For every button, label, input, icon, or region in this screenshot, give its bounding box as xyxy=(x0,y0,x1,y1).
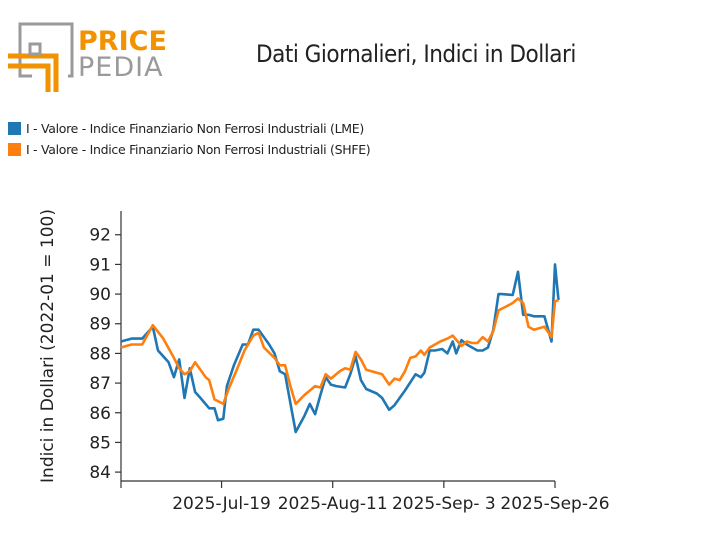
x-tick-label: 2025-Jul-19 xyxy=(172,494,271,514)
x-tick-label: 2025-Aug-11 xyxy=(278,494,388,514)
legend-swatch-lme xyxy=(8,122,21,135)
legend-label-lme: I - Valore - Indice Finanziario Non Ferr… xyxy=(26,121,364,136)
y-tick-label: 85 xyxy=(89,433,111,453)
y-axis: 84 85 86 87 88 89 90 91 92 xyxy=(89,211,122,483)
y-axis-label: Indici in Dollari (2022-01 = 100) xyxy=(38,209,58,483)
y-tick-label: 88 xyxy=(89,344,111,364)
logo-text-pedia: PEDIA xyxy=(78,52,164,83)
y-tick-label: 86 xyxy=(89,404,111,424)
x-tick-label: 2025-Sep- 3 xyxy=(392,494,496,514)
legend-item-shfe[interactable]: I - Valore - Indice Finanziario Non Ferr… xyxy=(8,139,371,160)
legend-label-shfe: I - Valore - Indice Finanziario Non Ferr… xyxy=(26,142,371,157)
pricepedia-logo: PRICE PEDIA xyxy=(8,22,168,94)
legend-swatch-shfe xyxy=(8,143,21,156)
y-tick-label: 90 xyxy=(89,285,111,305)
y-tick-label: 91 xyxy=(89,255,111,275)
logo-orange-bracket-inner xyxy=(8,53,59,92)
x-tick-label: 2025-Sep-26 xyxy=(500,494,609,514)
logo-orange-bracket-outer xyxy=(8,63,51,92)
chart-title: Dati Giornalieri, Indici in Dollari xyxy=(256,40,576,68)
legend-item-lme[interactable]: I - Valore - Indice Finanziario Non Ferr… xyxy=(8,118,370,139)
plot-area xyxy=(120,263,560,434)
y-tick-label: 89 xyxy=(89,315,111,335)
x-axis: 2025-Jul-19 2025-Aug-11 2025-Sep- 3 2025-Se… xyxy=(120,480,610,514)
y-tick-label: 92 xyxy=(89,226,111,246)
logo-text-price: PRICE xyxy=(78,26,167,57)
series-line-shfe xyxy=(120,297,560,406)
y-tick-label: 84 xyxy=(89,463,111,483)
legend: I - Valore - Indice Finanziario Non Ferr… xyxy=(8,118,371,160)
series-line-lme xyxy=(120,263,560,434)
pricepedia-logo-mark: PRICE PEDIA xyxy=(8,22,167,92)
y-tick-label: 87 xyxy=(89,374,111,394)
